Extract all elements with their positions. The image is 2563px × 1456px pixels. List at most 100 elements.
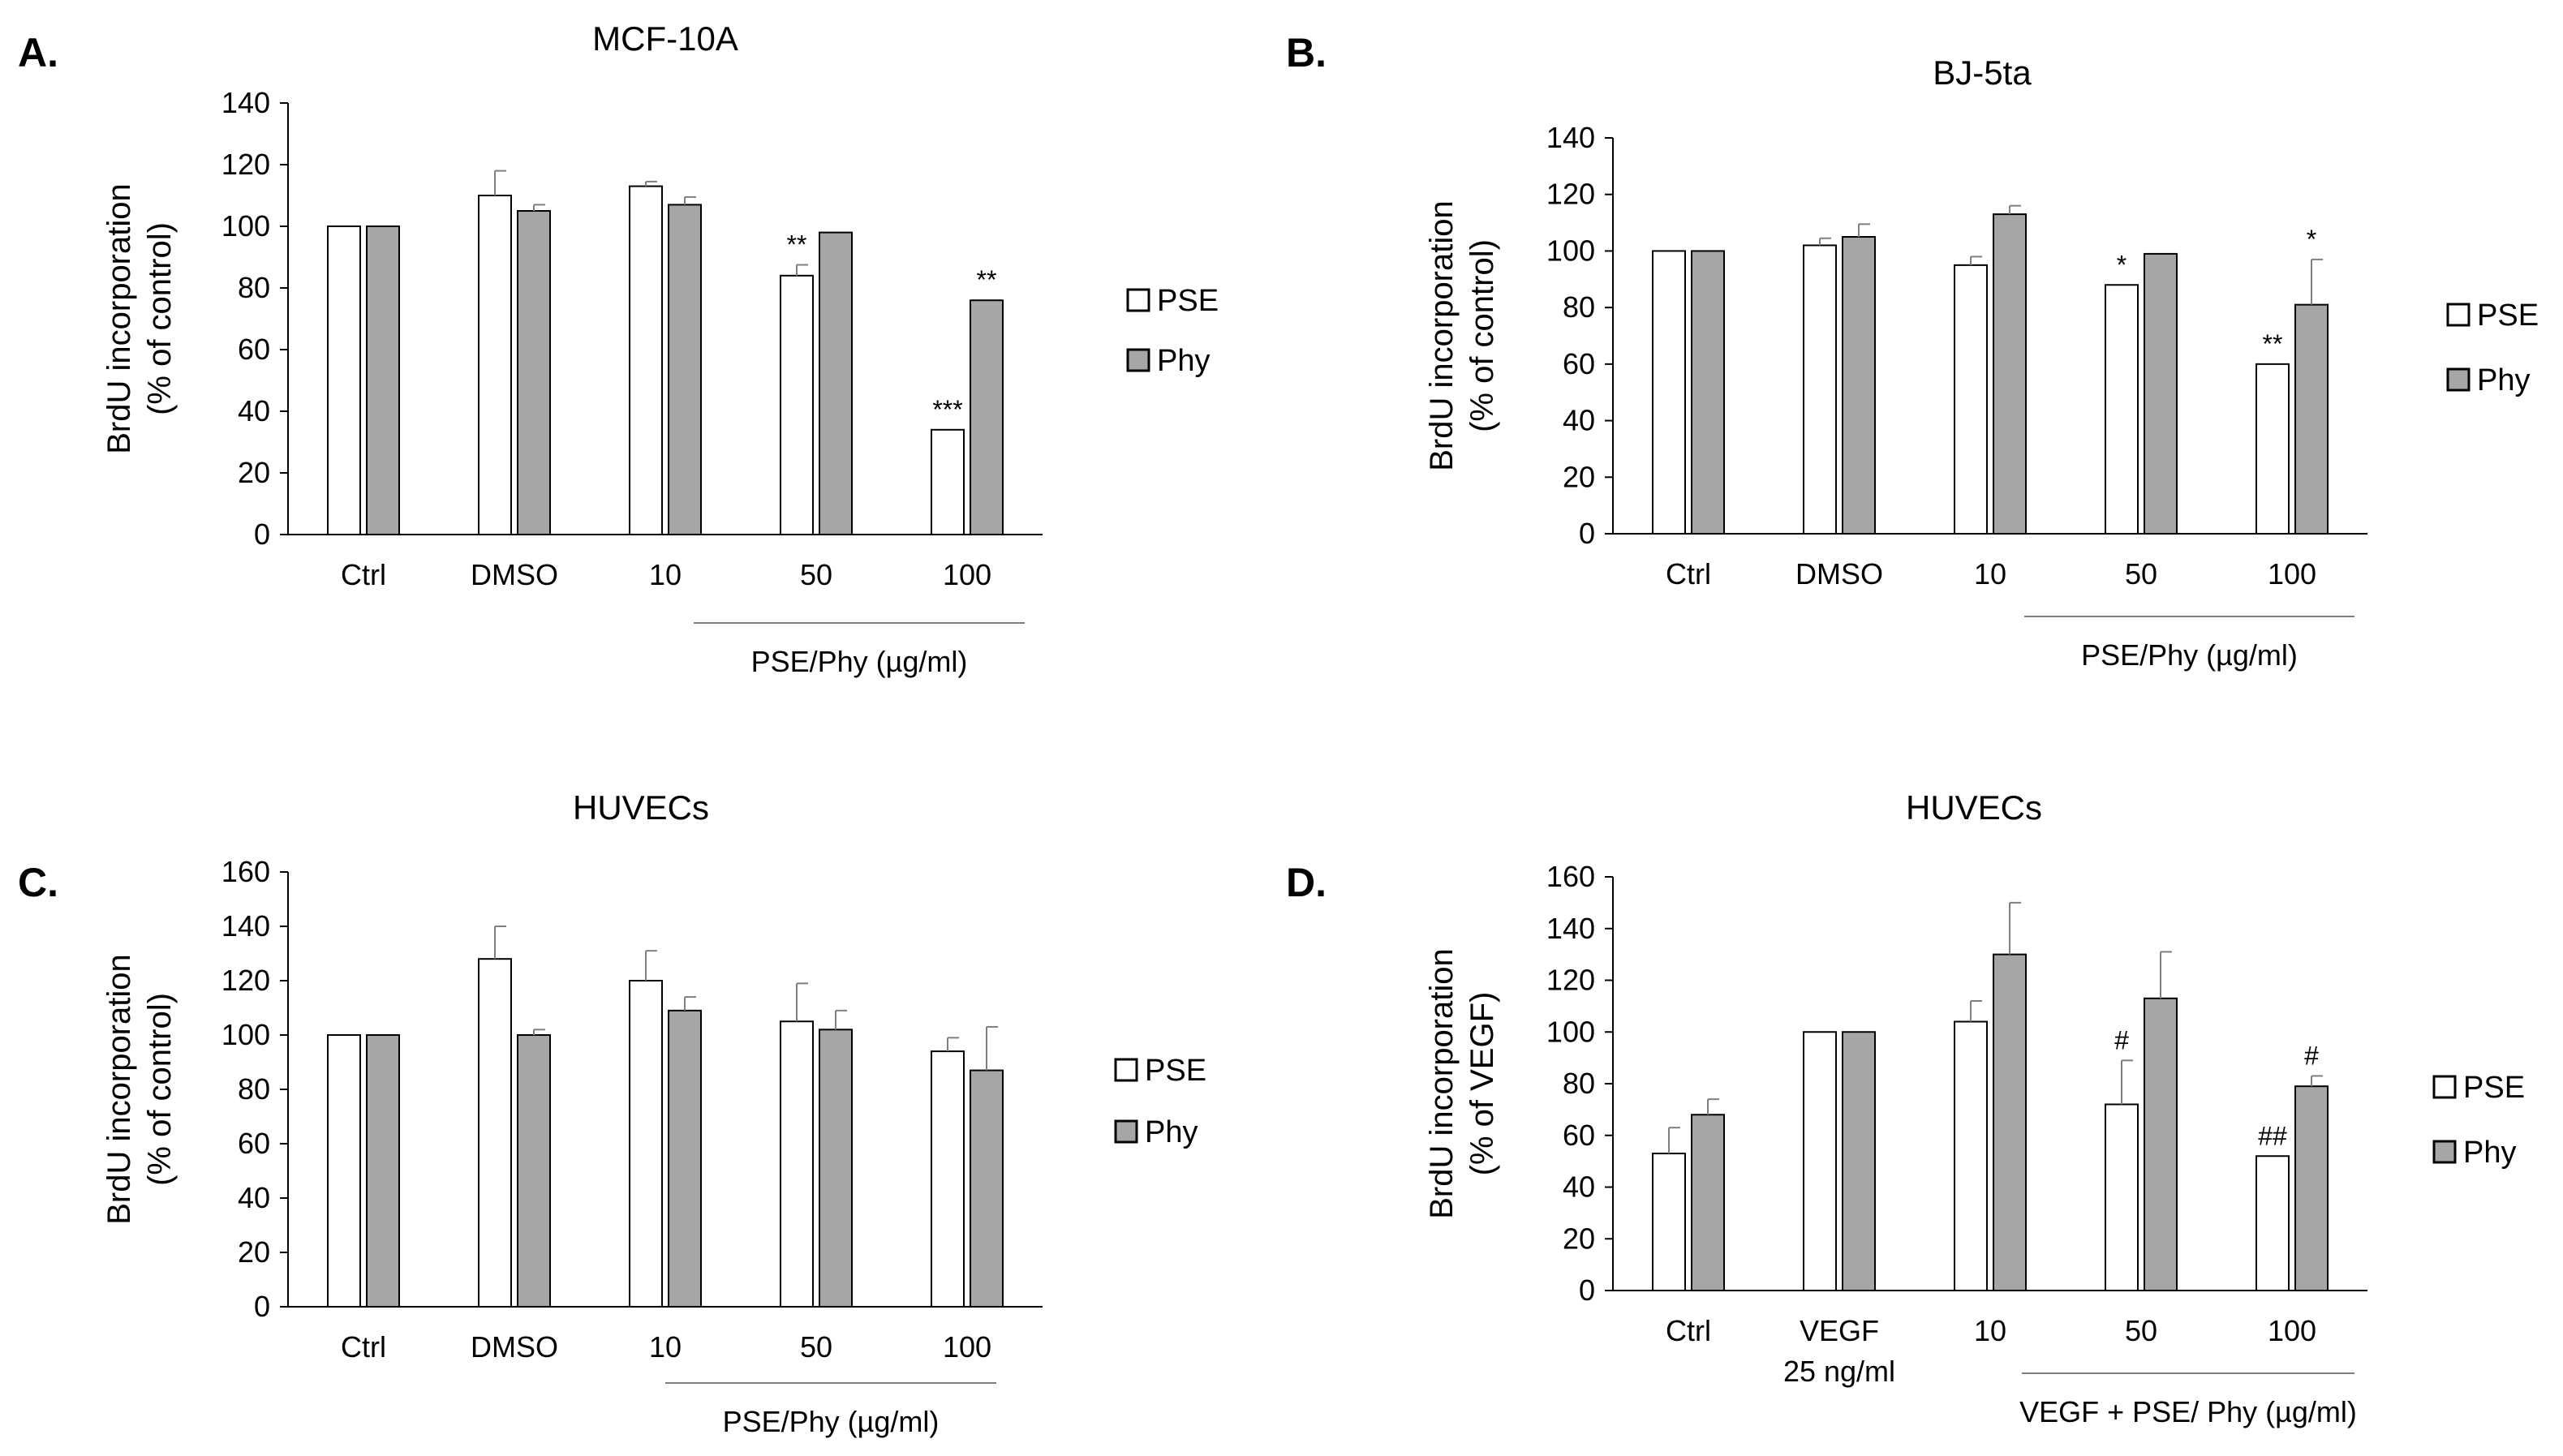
x-tick-label: VEGF (1800, 1314, 1879, 1347)
bar-pse-1 (478, 958, 512, 1308)
legend-swatch-pse (2446, 303, 2471, 327)
bar-pse-4 (2256, 363, 2290, 535)
y-axis-title: BrdU incorporation (101, 183, 137, 454)
y-tick-label: 80 (238, 1072, 270, 1106)
legend-label-phy: Phy (1157, 344, 1210, 378)
bar-pse-0 (1652, 250, 1686, 535)
bar-phy-2 (1993, 213, 2027, 535)
y-tick-label: 140 (221, 86, 270, 119)
bar-phy-1 (1842, 1031, 1876, 1291)
x-tick-label: 100 (943, 558, 991, 591)
y-tick-label: 120 (221, 964, 270, 997)
bar-phy-3 (2144, 252, 2178, 535)
significance-marker: * (2117, 250, 2127, 279)
bar-phy-3 (2144, 997, 2178, 1291)
bar-phy-0 (1691, 1114, 1725, 1291)
bar-pse-1 (1803, 244, 1837, 535)
legend-label-pse: PSE (1145, 1054, 1206, 1088)
y-tick-label: 80 (1563, 1067, 1595, 1100)
bar-phy-4 (970, 1069, 1004, 1308)
legend-swatch-pse (2432, 1075, 2457, 1099)
bar-pse-2 (1954, 264, 1988, 535)
x-tick-label: Ctrl (341, 1330, 386, 1364)
bar-phy-1 (517, 210, 551, 535)
y-tick-label: 100 (221, 209, 270, 243)
bar-pse-3 (780, 1020, 814, 1308)
bar-phy-1 (1842, 236, 1876, 535)
y-tick-label: 20 (238, 1235, 270, 1269)
y-axis-title: BrdU incorporation (101, 954, 137, 1225)
chart-title: HUVECs (573, 788, 709, 827)
x-tick-label: 100 (2268, 1314, 2316, 1347)
bar-phy-0 (1691, 250, 1725, 535)
y-tick-label: 100 (221, 1018, 270, 1051)
group-bracket-label: VEGF + PSE/ Phy (µg/ml) (2019, 1395, 2357, 1428)
group-bracket-label: PSE/Phy (µg/ml) (723, 1405, 940, 1438)
y-tick-label: 120 (1546, 964, 1595, 997)
bar-phy-4 (2294, 303, 2329, 535)
x-tick-label: DMSO (471, 558, 558, 591)
x-tick-label: 10 (649, 558, 682, 591)
y-tick-label: 40 (238, 1181, 270, 1214)
bar-phy-4 (970, 299, 1004, 535)
y-tick-label: 120 (221, 148, 270, 181)
legend-label-pse: PSE (2463, 1071, 2525, 1105)
y-tick-label: 0 (254, 518, 270, 551)
y-tick-label: 160 (221, 855, 270, 888)
significance-marker: * (2307, 225, 2316, 254)
bar-pse-3 (2105, 1103, 2139, 1291)
y-tick-label: 0 (254, 1290, 270, 1323)
y-tick-label: 60 (238, 333, 270, 366)
chart-panel-3: C. HUVECs BrdU incorporation (% of control)… (18, 788, 1206, 1438)
x-tick-label: 50 (800, 1330, 832, 1364)
panel-label: C. (18, 860, 58, 905)
y-tick-label: 140 (1546, 912, 1595, 945)
y-tick-label: 40 (238, 394, 270, 427)
legend-label-pse: PSE (2477, 299, 2539, 333)
significance-marker: ** (787, 230, 807, 260)
x-tick-label: Ctrl (341, 558, 386, 591)
y-axis-title: BrdU incorporation (1424, 200, 1460, 471)
y-axis-subtitle: (% of control) (1464, 239, 1500, 432)
significance-marker: ## (2258, 1121, 2287, 1150)
y-tick-label: 80 (1563, 290, 1595, 324)
bar-pse-0 (327, 1034, 361, 1308)
y-tick-label: 100 (1546, 234, 1595, 267)
panel-label: B. (1286, 30, 1327, 75)
bar-pse-3 (2105, 284, 2139, 535)
y-axis-title: BrdU incorporation (1424, 948, 1460, 1219)
bar-pse-0 (327, 225, 361, 535)
bar-pse-1 (1803, 1031, 1837, 1291)
significance-marker: # (2114, 1025, 2129, 1054)
y-axis-subtitle: (% of VEGF) (1464, 992, 1500, 1176)
panel-label: D. (1286, 860, 1327, 905)
y-tick-label: 160 (1546, 860, 1595, 893)
bar-phy-0 (366, 225, 400, 535)
significance-marker: ** (2263, 329, 2283, 359)
y-tick-label: 60 (1563, 347, 1595, 380)
x-tick-label: 50 (2125, 1314, 2157, 1347)
legend-swatch-phy (1126, 348, 1150, 372)
y-tick-label: 0 (1579, 1273, 1595, 1307)
x-tick-label: 100 (2268, 557, 2316, 591)
y-axis-subtitle: (% of control) (142, 222, 178, 415)
group-bracket-label: PSE/Phy (µg/ml) (2081, 638, 2298, 672)
chart-panel-4: D. HUVECs BrdU incorporation (% of VEGF) 0 20… (1286, 788, 2525, 1428)
y-tick-label: 60 (1563, 1119, 1595, 1152)
bar-phy-4 (2294, 1085, 2329, 1291)
y-tick-label: 120 (1546, 178, 1595, 211)
chart-panel-2: B. BJ-5ta BrdU incorporation (% of control)… (1286, 30, 2539, 672)
y-tick-label: 20 (1563, 1222, 1595, 1255)
bar-phy-3 (819, 231, 853, 535)
bar-pse-2 (629, 980, 663, 1308)
bar-pse-1 (478, 195, 512, 535)
x-tick-label: 50 (2125, 557, 2157, 591)
panel-label: A. (18, 30, 58, 75)
bar-phy-2 (668, 1009, 702, 1308)
chart-title: BJ-5ta (1933, 54, 2032, 92)
y-axis-subtitle: (% of control) (142, 993, 178, 1186)
y-tick-label: 140 (1546, 121, 1595, 154)
legend-label-pse: PSE (1157, 284, 1219, 318)
x-tick-sublabel: 25 ng/ml (1783, 1355, 1895, 1388)
